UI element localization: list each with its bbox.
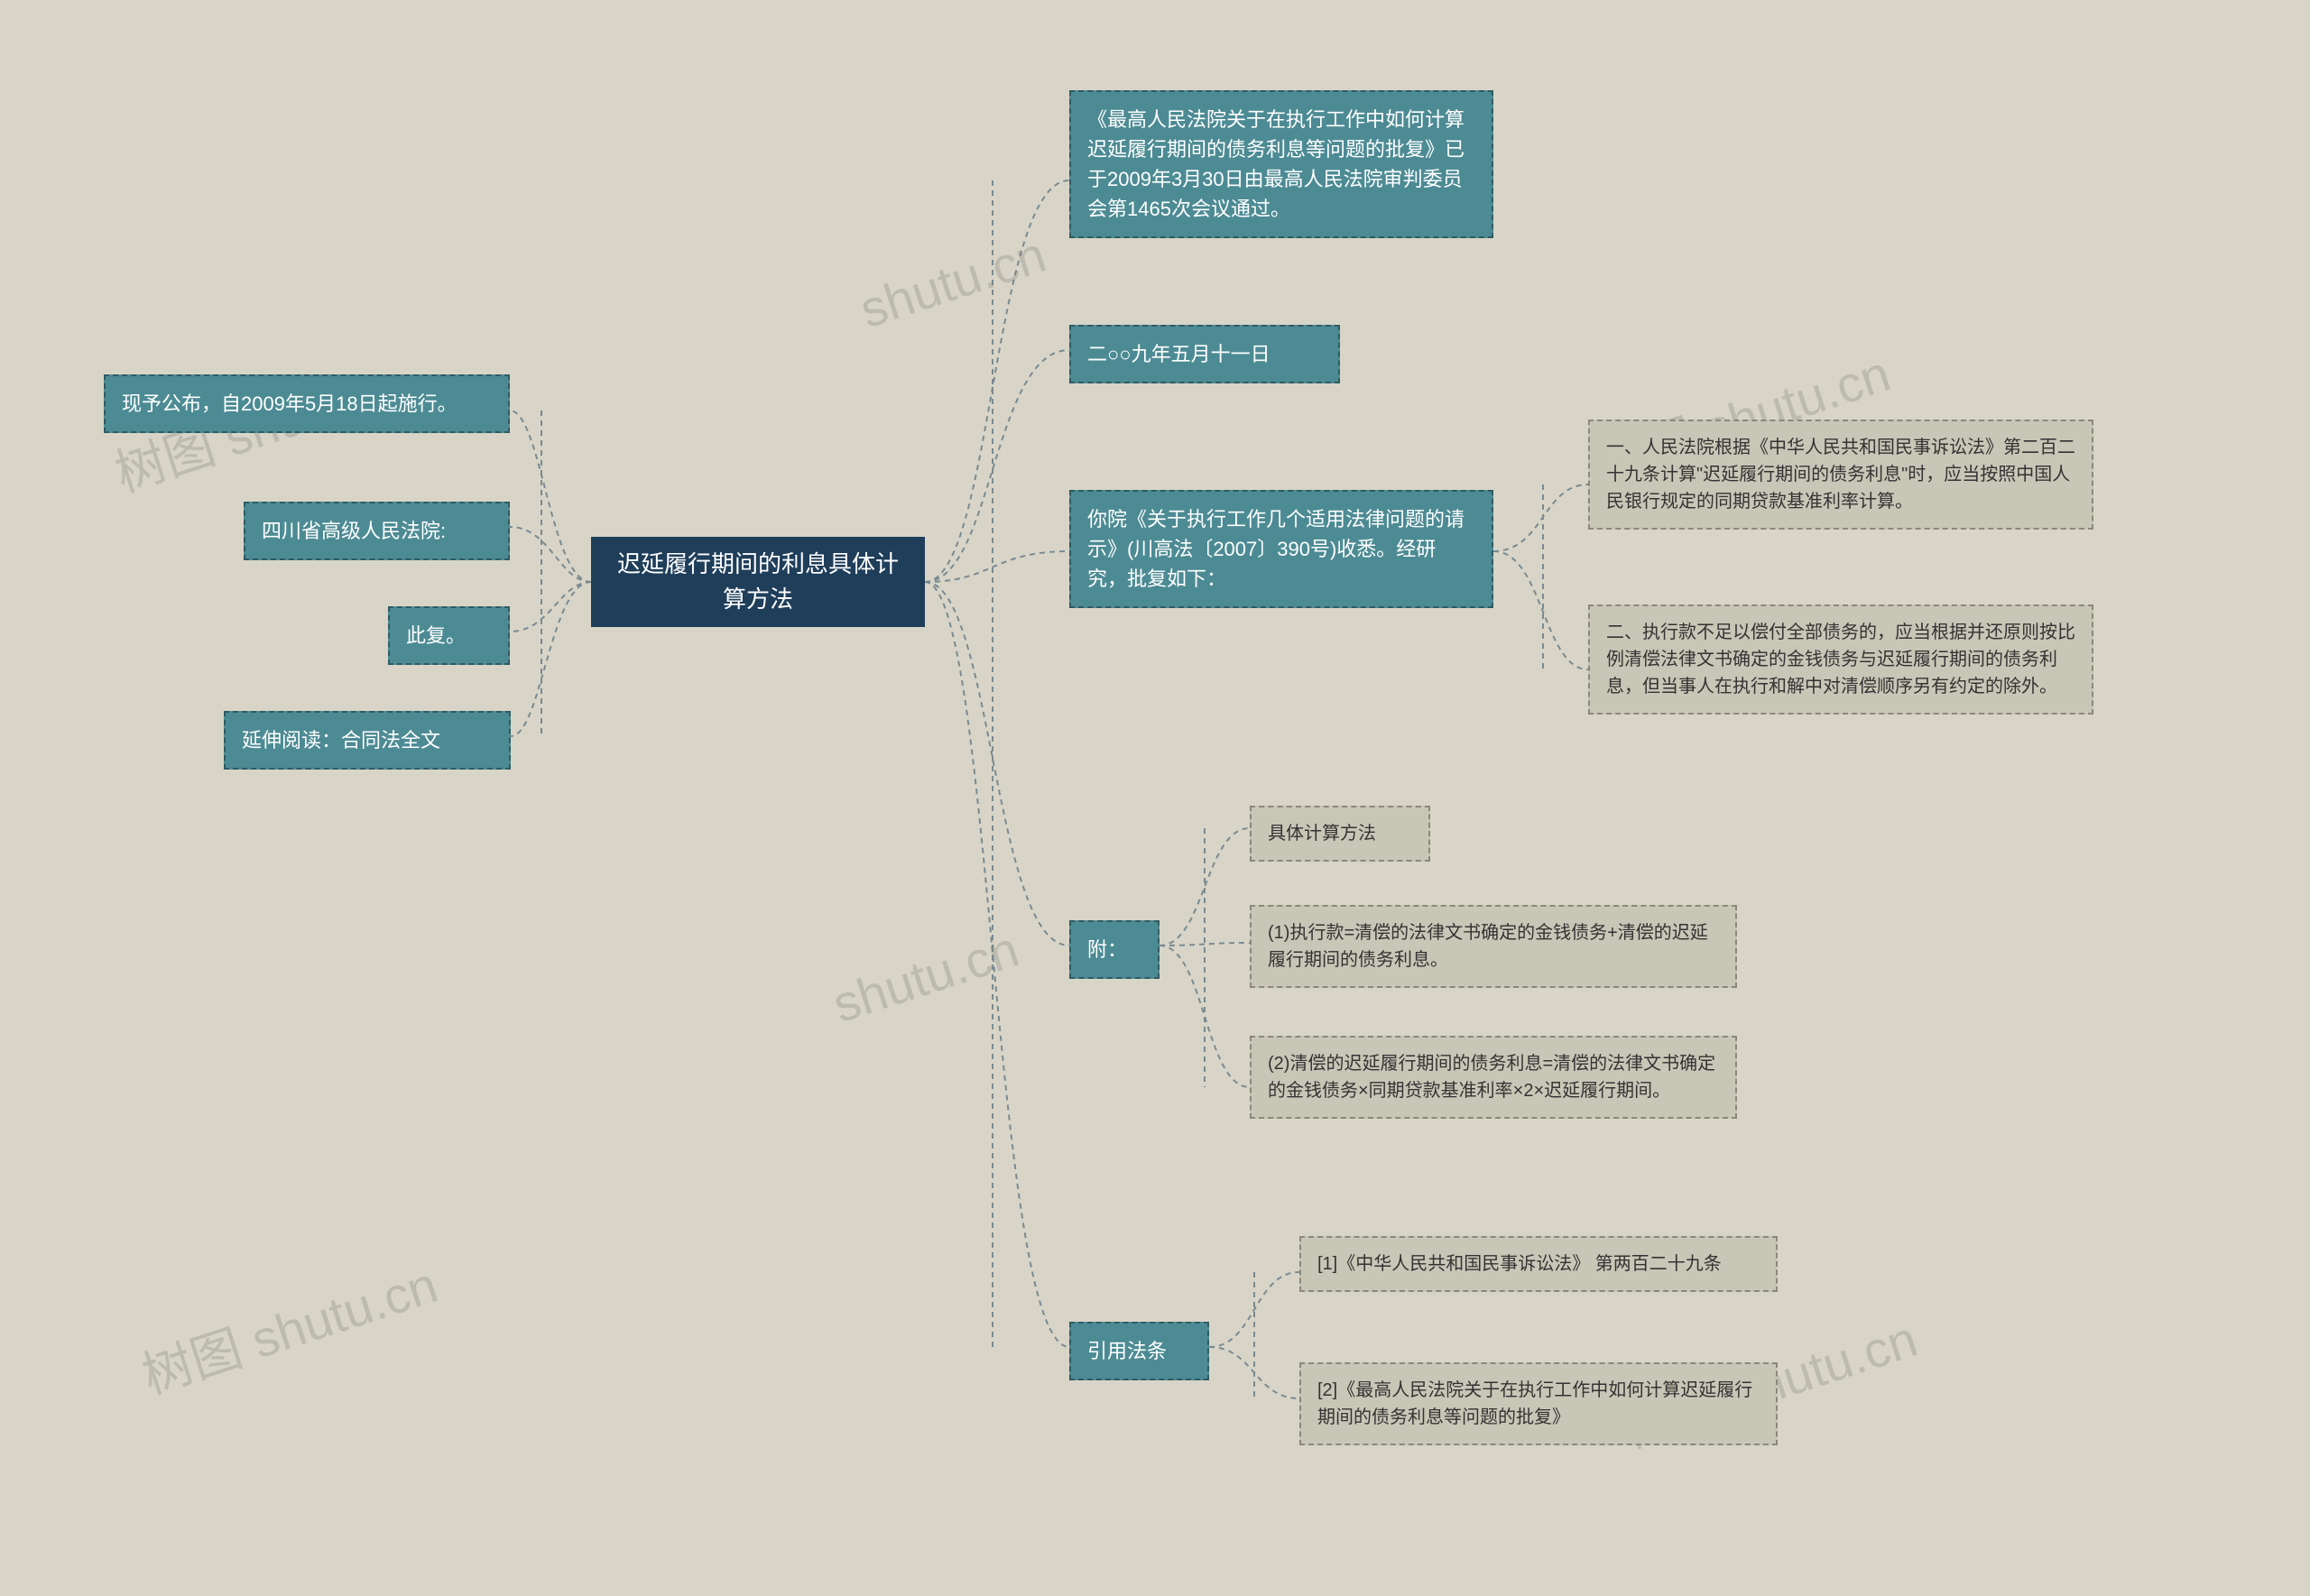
reply-child-1: 一、人民法院根据《中华人民共和国民事诉讼法》第二百二十九条计算"迟延履行期间的债…: [1588, 420, 2093, 530]
node-text: 引用法条: [1087, 1340, 1167, 1362]
right-node-appendix: 附：: [1069, 920, 1160, 979]
node-text: 四川省高级人民法院:: [262, 520, 446, 542]
node-text: 一、人民法院根据《中华人民共和国民事诉讼法》第二百二十九条计算"迟延履行期间的债…: [1606, 438, 2075, 512]
root-node: 迟延履行期间的利息具体计算方法: [591, 537, 925, 627]
watermark: 树图 shutu.cn: [132, 1245, 446, 1409]
right-node-date: 二○○九年五月十一日: [1069, 325, 1340, 383]
citation-1: [1]《中华人民共和国民事诉讼法》 第两百二十九条: [1299, 1236, 1778, 1292]
node-text: 现予公布，自2009年5月18日起施行。: [122, 392, 457, 415]
node-text: 《最高人民法院关于在执行工作中如何计算迟延履行期间的债务利息等问题的批复》已于2…: [1087, 108, 1465, 220]
appendix-child-formula2: (2)清偿的迟延履行期间的债务利息=清偿的法律文书确定的金钱债务×同期贷款基准利…: [1250, 1036, 1737, 1119]
appendix-child-formula1: (1)执行款=清偿的法律文书确定的金钱债务+清偿的迟延履行期间的债务利息。: [1250, 905, 1737, 988]
appendix-child-method: 具体计算方法: [1250, 806, 1430, 862]
node-text: 延伸阅读：合同法全文: [242, 729, 440, 752]
left-node-cifu: 此复。: [388, 606, 510, 665]
left-node-sichuan: 四川省高级人民法院:: [244, 502, 510, 560]
right-node-citations: 引用法条: [1069, 1322, 1209, 1380]
node-text: 二○○九年五月十一日: [1087, 343, 1270, 365]
node-text: (2)清偿的迟延履行期间的债务利息=清偿的法律文书确定的金钱债务×同期贷款基准利…: [1268, 1054, 1715, 1101]
left-node-publish: 现予公布，自2009年5月18日起施行。: [104, 374, 510, 433]
root-text: 迟延履行期间的利息具体计算方法: [607, 547, 909, 617]
reply-child-2: 二、执行款不足以偿付全部债务的，应当根据并还原则按比例清偿法律文书确定的金钱债务…: [1588, 604, 2093, 715]
right-node-approval: 《最高人民法院关于在执行工作中如何计算迟延履行期间的债务利息等问题的批复》已于2…: [1069, 90, 1493, 238]
right-node-reply: 你院《关于执行工作几个适用法律问题的请示》(川高法〔2007〕390号)收悉。经…: [1069, 490, 1493, 608]
node-text: 二、执行款不足以偿付全部债务的，应当根据并还原则按比例清偿法律文书确定的金钱债务…: [1606, 623, 2075, 697]
node-text: 附：: [1087, 938, 1127, 961]
citation-2: [2]《最高人民法院关于在执行工作中如何计算迟延履行期间的债务利息等问题的批复》: [1299, 1362, 1778, 1445]
node-text: 具体计算方法: [1268, 824, 1376, 844]
node-text: [1]《中华人民共和国民事诉讼法》 第两百二十九条: [1317, 1254, 1722, 1274]
node-text: 此复。: [406, 624, 466, 647]
node-text: [2]《最高人民法院关于在执行工作中如何计算迟延履行期间的债务利息等问题的批复》: [1317, 1380, 1752, 1427]
left-node-extend: 延伸阅读：合同法全文: [224, 711, 511, 770]
watermark: shutu.cn: [853, 225, 1052, 339]
node-text: (1)执行款=清偿的法律文书确定的金钱债务+清偿的迟延履行期间的债务利息。: [1268, 923, 1708, 970]
node-text: 你院《关于执行工作几个适用法律问题的请示》(川高法〔2007〕390号)收悉。经…: [1087, 508, 1465, 590]
watermark: shutu.cn: [826, 919, 1025, 1034]
